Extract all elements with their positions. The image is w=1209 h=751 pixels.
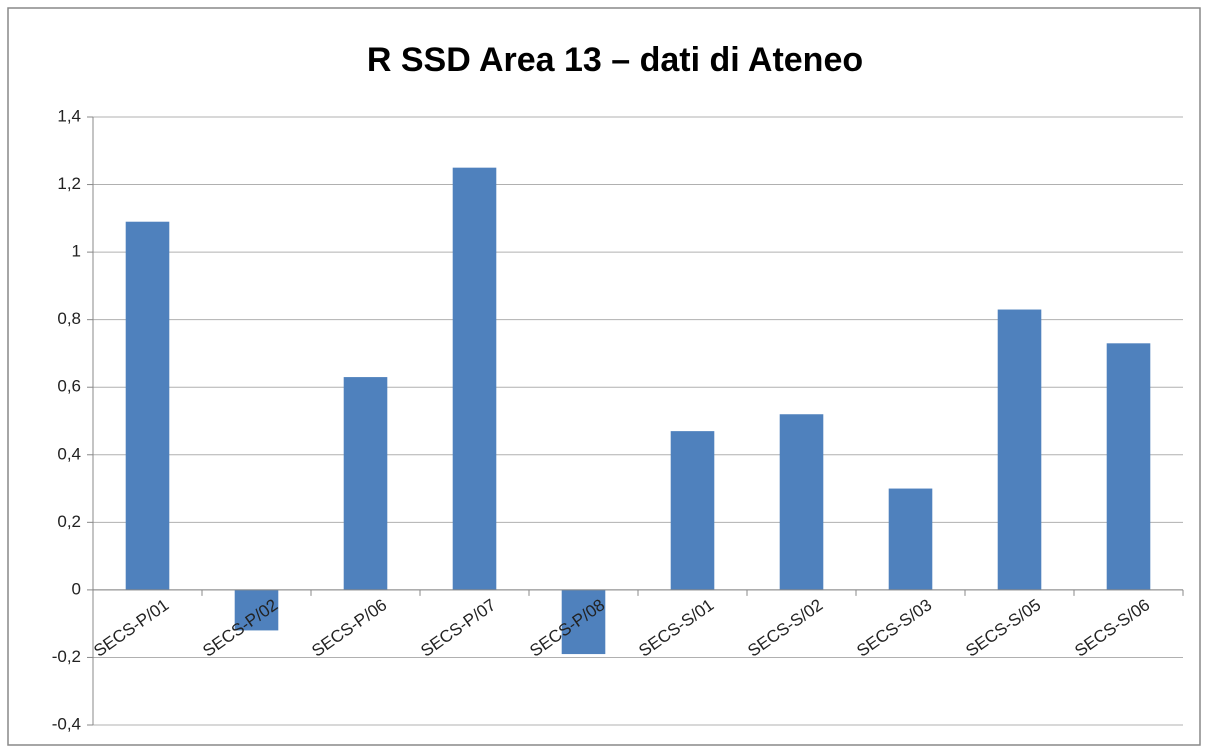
bar bbox=[452, 167, 497, 590]
y-tick-label: 1 bbox=[72, 242, 81, 261]
bar bbox=[561, 589, 606, 655]
bar bbox=[779, 414, 824, 590]
y-tick-label: 0,4 bbox=[57, 444, 81, 463]
bar bbox=[997, 309, 1042, 590]
y-tick-label: 0 bbox=[72, 579, 81, 598]
y-tick-label: -0,2 bbox=[52, 647, 81, 666]
bar bbox=[670, 431, 715, 590]
y-tick-label: 0,8 bbox=[57, 309, 81, 328]
bar bbox=[125, 221, 170, 590]
bar bbox=[343, 377, 388, 590]
bar bbox=[1106, 343, 1151, 590]
y-tick-label: 1,2 bbox=[57, 174, 81, 193]
chart-title: R SSD Area 13 – dati di Ateneo bbox=[367, 41, 863, 79]
y-tick-label: -0,4 bbox=[52, 714, 81, 733]
y-tick-label: 1,4 bbox=[57, 106, 81, 125]
bar bbox=[234, 589, 279, 631]
bar bbox=[888, 488, 933, 590]
y-tick-label: 0,2 bbox=[57, 512, 81, 531]
y-tick-label: 0,6 bbox=[57, 377, 81, 396]
